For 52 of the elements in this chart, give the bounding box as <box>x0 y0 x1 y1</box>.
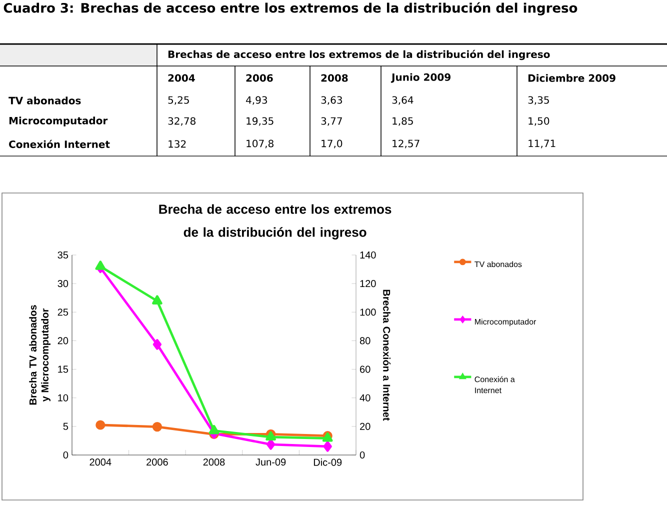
category-label: 2006 <box>246 74 273 82</box>
text: 3,35 <box>528 96 549 105</box>
y-tick-label: 25 <box>58 308 68 316</box>
category-label: Microcomputador <box>9 116 108 126</box>
text: 3,64 <box>392 96 414 105</box>
text: 3,77 <box>321 117 342 126</box>
text: 12,57 <box>392 140 420 148</box>
text: 132 <box>168 140 186 148</box>
category-label: 2008 <box>321 74 348 82</box>
x-tick-label: 2004 <box>90 458 112 466</box>
y2-axis-title: Brecha Conexión a Internet <box>383 290 391 421</box>
x-tick-label: 2008 <box>203 458 225 466</box>
text: 1,85 <box>392 117 413 126</box>
category-label: Conexión Internet <box>9 140 110 148</box>
text: 1,50 <box>528 117 550 126</box>
y-tick-label: 20 <box>58 337 68 344</box>
text: 11,71 <box>528 140 556 148</box>
y2-tick-label: 80 <box>360 337 370 344</box>
text: Brechas de acceso entre los extremos de la distribución del ingreso <box>168 50 550 60</box>
text: 17,0 <box>322 140 342 148</box>
legend-label: Conexión a Internet <box>474 376 515 394</box>
y2-tick-label: 60 <box>360 366 370 373</box>
y2-tick-label: 120 <box>360 280 376 288</box>
y-axis-title: Brecha TV abonados y Microcomputador <box>29 305 50 405</box>
y2-tick-label: 20 <box>360 422 370 430</box>
category-label: TV abonados <box>8 96 81 104</box>
y2-tick-label: 100 <box>360 308 376 316</box>
category-label: Junio 2009 <box>390 73 450 83</box>
y2-tick-label: 140 <box>360 251 376 259</box>
category-label: Diciembre 2009 <box>528 74 616 82</box>
x-tick-label: Jun-09 <box>256 458 286 466</box>
legend-label: Microcomputador <box>475 318 536 326</box>
y-tick-label: 0 <box>63 451 68 459</box>
text: 32,78 <box>168 117 196 126</box>
text: 5,25 <box>168 96 189 105</box>
y2-tick-label: 40 <box>360 394 370 402</box>
y-tick-label: 30 <box>58 280 68 288</box>
text: 3,63 <box>321 96 342 105</box>
x-tick-label: Dic-09 <box>314 458 342 466</box>
x-tick-label: 2006 <box>146 458 168 466</box>
text: 4,93 <box>246 96 268 105</box>
y-tick-label: 10 <box>58 394 68 402</box>
category-label: 2004 <box>168 74 195 82</box>
y2-tick-label: 0 <box>360 451 365 459</box>
y-tick-label: 35 <box>58 251 68 259</box>
y-tick-label: 5 <box>63 422 68 430</box>
y-tick-label: 15 <box>58 366 68 373</box>
text: 19,35 <box>246 117 274 126</box>
text: Cuadro 3: Brechas de acceso entre los extremos de la distribución del ingreso <box>4 2 578 16</box>
chart-title: Brecha de acceso entre los extremos de la distribución del ingreso <box>159 204 392 240</box>
text: 107,8 <box>246 140 274 148</box>
legend-label: TV abonados <box>474 261 522 268</box>
